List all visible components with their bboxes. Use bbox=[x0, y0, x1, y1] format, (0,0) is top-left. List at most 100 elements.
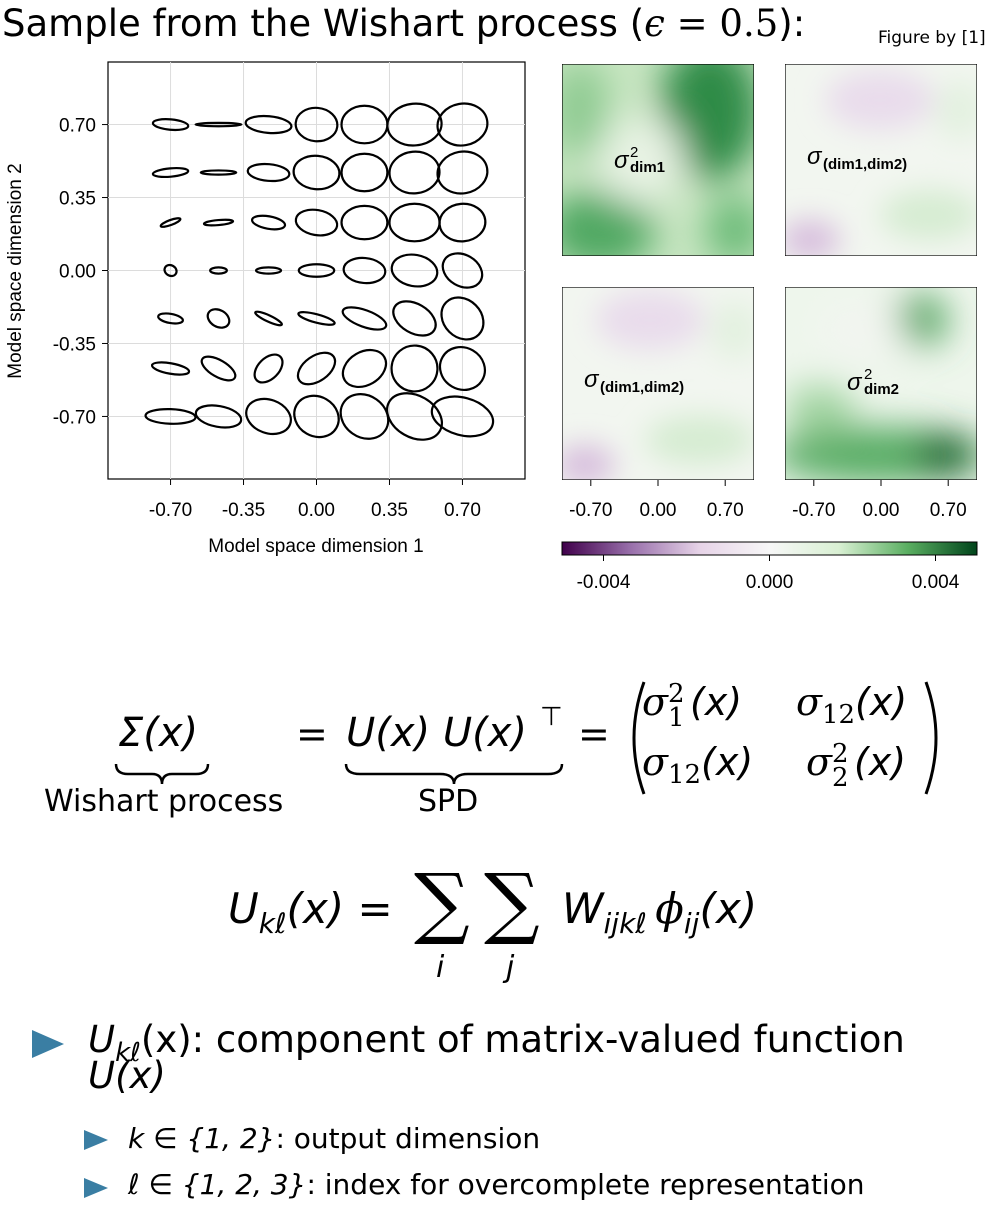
ellipse-y-ticks: 0.70 0.35 0.00 -0.35 -0.70 bbox=[53, 116, 108, 428]
ellipse-r1-c2 bbox=[246, 162, 291, 183]
colorbar-ticks: -0.004 0.000 0.004 bbox=[577, 555, 960, 593]
ellipse-r1-c1 bbox=[199, 169, 238, 176]
bullet-3-marker-icon bbox=[84, 1178, 108, 1198]
ellipse-r4-c1 bbox=[206, 308, 231, 329]
heatmap-panel-sigma-dim2 bbox=[785, 287, 977, 480]
panel0-sub: dim1 bbox=[630, 159, 665, 176]
ellipse-r0-c6 bbox=[436, 102, 489, 147]
eq1-m11: σ 2 1 (x) bbox=[642, 679, 743, 733]
eq2-rhs: Wijkℓ ϕij(x) bbox=[562, 884, 758, 940]
ellipse-r5-c2 bbox=[253, 353, 284, 384]
bullet-1: Ukℓ(x): component of matrix-valued funct… bbox=[88, 1018, 905, 1068]
ellipse-r3-c1 bbox=[209, 266, 228, 275]
ellipse-r3-c4 bbox=[342, 256, 387, 285]
eq1-m22: σ 2 2 (x) bbox=[806, 739, 907, 793]
heatmap-panel-sigma-dim1-dim2-bottom bbox=[562, 287, 754, 480]
bullet-3: ℓ ∈ {1, 2, 3}: index for overcomplete re… bbox=[128, 1168, 865, 1201]
x-tick-label-4: 0.70 bbox=[444, 500, 481, 521]
ellipse-r5-c5 bbox=[390, 344, 439, 393]
ellipse-r5-c0 bbox=[150, 361, 191, 376]
panel2-sub: (dim1,dim2) bbox=[600, 379, 684, 396]
ellipse-r2-c3 bbox=[294, 208, 339, 237]
x-tick-label-3: 0.35 bbox=[371, 500, 408, 521]
colorbar-tick-label-0: -0.004 bbox=[577, 572, 631, 593]
eq1-lhs: Σ(x) bbox=[118, 710, 199, 756]
ellipse-r4-c6 bbox=[440, 296, 485, 341]
heatmap-panel-sigma-dim1 bbox=[562, 64, 754, 256]
eq1-m21: σ12(x) bbox=[642, 740, 754, 790]
ellipse-r1-c6 bbox=[436, 150, 489, 195]
ellipse-r6-c4 bbox=[339, 393, 390, 440]
eq2-sum-j-index: j bbox=[506, 950, 515, 985]
x-tick-label-1: -0.35 bbox=[222, 500, 265, 521]
panel1-sub: (dim1,dim2) bbox=[823, 156, 907, 173]
eq2-sum-j: ∑ bbox=[484, 858, 540, 948]
bullet-2-marker-icon bbox=[84, 1130, 108, 1150]
eq1-mid-brace bbox=[344, 763, 564, 785]
eq1-m12: σ12(x) bbox=[796, 680, 908, 730]
ellipse-r1-c3 bbox=[292, 154, 341, 191]
bullet-2: k ∈ {1, 2}: output dimension bbox=[128, 1122, 541, 1155]
y-tick-label-4: -0.70 bbox=[53, 407, 96, 428]
heatmap-x-tick-label-0-0: -0.70 bbox=[569, 500, 612, 521]
panel3-sub: dim2 bbox=[864, 381, 899, 398]
eq1-mid-transpose: ⊤ bbox=[540, 702, 563, 732]
x-axis-label: Model space dimension 1 bbox=[208, 536, 423, 557]
ellipse-r3-c0 bbox=[163, 263, 178, 278]
panel3-sigma: σ bbox=[847, 369, 863, 396]
ellipse-r4-c5 bbox=[392, 300, 437, 337]
ellipse-r6-c3 bbox=[293, 394, 340, 439]
ellipse-r0-c1 bbox=[194, 121, 243, 128]
ellipse-r4-c2 bbox=[254, 310, 283, 327]
ellipse-r4-c0 bbox=[157, 312, 184, 325]
ellipse-grid bbox=[108, 62, 525, 479]
ellipse-r5-c3 bbox=[296, 351, 337, 386]
ellipse-r0-c0 bbox=[151, 118, 190, 132]
heatmap-x-tick-label-1-0: -0.70 bbox=[792, 500, 835, 521]
heatmap-x-tick-label-1-2: 0.70 bbox=[930, 500, 967, 521]
y-tick-label-2: 0.00 bbox=[59, 262, 96, 283]
eq1-equals-2: = bbox=[578, 712, 610, 756]
heatmap-x-tick-label-1-1: 0.00 bbox=[863, 500, 900, 521]
heatmap-labels: σ 2 dim1 σ (dim1,dim2) σ (dim1,dim2) σ 2… bbox=[584, 143, 907, 398]
bullet-1-marker-icon bbox=[32, 1030, 64, 1058]
equation-1: Σ(x) Wishart process = U(x) U(x) ⊤ SPD =… bbox=[0, 660, 1006, 840]
y-tick-label-3: -0.35 bbox=[53, 334, 96, 355]
heatmap-x-ticks: -0.70 0.00 0.70 -0.70 0.00 0.70 bbox=[569, 480, 967, 521]
ellipse-r1-c0 bbox=[151, 166, 190, 179]
ellipse-r3-c3 bbox=[297, 263, 336, 278]
panel0-sigma: σ bbox=[614, 147, 630, 174]
ellipse-r2-c6 bbox=[438, 202, 487, 243]
eq1-mid-label: SPD bbox=[418, 784, 479, 819]
ellipse-r5-c4 bbox=[341, 348, 388, 389]
eq2-sum-i: ∑ bbox=[414, 858, 470, 948]
bullet-1-line-2: U(x) bbox=[88, 1054, 166, 1097]
eq1-mid: U(x) U(x) bbox=[346, 710, 528, 756]
ellipse-chart: -0.70 -0.35 0.00 0.35 0.70 0.70 0.35 0.00 -0.35… bbox=[5, 61, 526, 557]
colorbar-tick-label-1: 0.000 bbox=[746, 572, 794, 593]
eq1-lhs-label: Wishart process bbox=[44, 784, 284, 819]
ellipse-r0-c2 bbox=[244, 114, 293, 135]
title-prefix: Sample from the Wishart process ( bbox=[2, 2, 645, 45]
eq1-lhs-brace bbox=[114, 763, 210, 785]
heatmap-panel-sigma-dim1-dim2-top bbox=[785, 64, 977, 256]
ellipse-r0-c3 bbox=[294, 106, 339, 143]
y-tick-label-0: 0.70 bbox=[59, 116, 96, 137]
ellipse-r3-c5 bbox=[390, 253, 439, 288]
ellipse-r1-c5 bbox=[388, 150, 441, 195]
title-suffix: ): bbox=[778, 2, 806, 45]
ellipse-marks bbox=[144, 102, 495, 441]
slide-title: Sample from the Wishart process (ϵ = 0.5… bbox=[2, 2, 805, 45]
ellipse-r2-c0 bbox=[159, 217, 182, 228]
ellipse-r6-c6 bbox=[430, 395, 495, 438]
eq1-matrix-parens bbox=[632, 681, 938, 795]
eq1-equals-1: = bbox=[296, 712, 328, 756]
ellipse-r6-c1 bbox=[194, 404, 243, 429]
ellipse-r6-c5 bbox=[386, 392, 443, 441]
ellipse-r4-c4 bbox=[341, 306, 388, 331]
ellipse-r2-c2 bbox=[250, 214, 287, 231]
colorbar-tick-label-2: 0.004 bbox=[912, 572, 960, 593]
y-axis-label: Model space dimension 2 bbox=[5, 163, 26, 378]
eq2-lhs: Ukℓ(x) = bbox=[228, 884, 393, 940]
equation-2: Ukℓ(x) = ∑ i ∑ j Wijkℓ ϕij(x) bbox=[0, 858, 1006, 1000]
